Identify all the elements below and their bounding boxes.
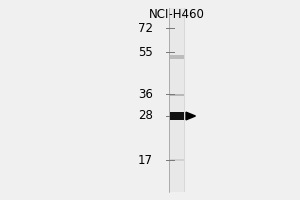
Bar	[170, 112, 184, 120]
Text: 36: 36	[138, 88, 153, 100]
Bar	[170, 94, 184, 96]
Bar	[170, 55, 184, 59]
Text: 55: 55	[138, 46, 153, 58]
Text: 28: 28	[138, 109, 153, 122]
Bar	[169, 8, 184, 192]
Text: NCI-H460: NCI-H460	[149, 8, 205, 21]
Text: 17: 17	[138, 154, 153, 166]
Text: 72: 72	[138, 21, 153, 34]
Polygon shape	[186, 112, 196, 120]
Bar	[170, 8, 184, 192]
Bar	[170, 159, 184, 161]
